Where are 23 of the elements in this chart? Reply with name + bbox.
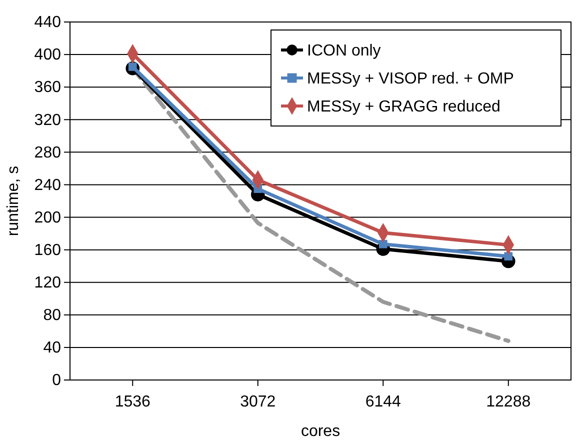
y-tick-label: 120	[34, 274, 62, 292]
point	[378, 240, 388, 248]
y-tick-label: 200	[34, 209, 62, 226]
legend-label: MESSy + GRAGG reduced	[307, 98, 500, 116]
y-axis-title: runtime, s	[5, 166, 22, 236]
y-tick-label: 240	[34, 176, 62, 194]
point	[504, 252, 513, 261]
legend-label: ICON only	[307, 42, 381, 60]
legend-label: MESSy + VISOP red. + OMP	[307, 70, 514, 88]
y-tick-label: 0	[52, 372, 62, 390]
x-tick-label: 1536	[114, 394, 151, 411]
y-tick-label: 40	[43, 340, 62, 357]
x-axis-title: cores	[300, 423, 340, 440]
y-tick-label: 280	[34, 144, 62, 162]
x-tick-label: 12288	[486, 394, 531, 411]
y-tick-label: 160	[34, 242, 62, 259]
x-tick-label: 6144	[365, 394, 402, 411]
y-tick-label: 360	[34, 79, 62, 96]
y-tick-label: 440	[34, 14, 62, 32]
y-tick-label: 320	[34, 112, 62, 129]
y-tick-label: 80	[43, 307, 62, 324]
y-tick-label: 400	[34, 46, 62, 64]
x-tick-label: 3072	[240, 394, 276, 411]
